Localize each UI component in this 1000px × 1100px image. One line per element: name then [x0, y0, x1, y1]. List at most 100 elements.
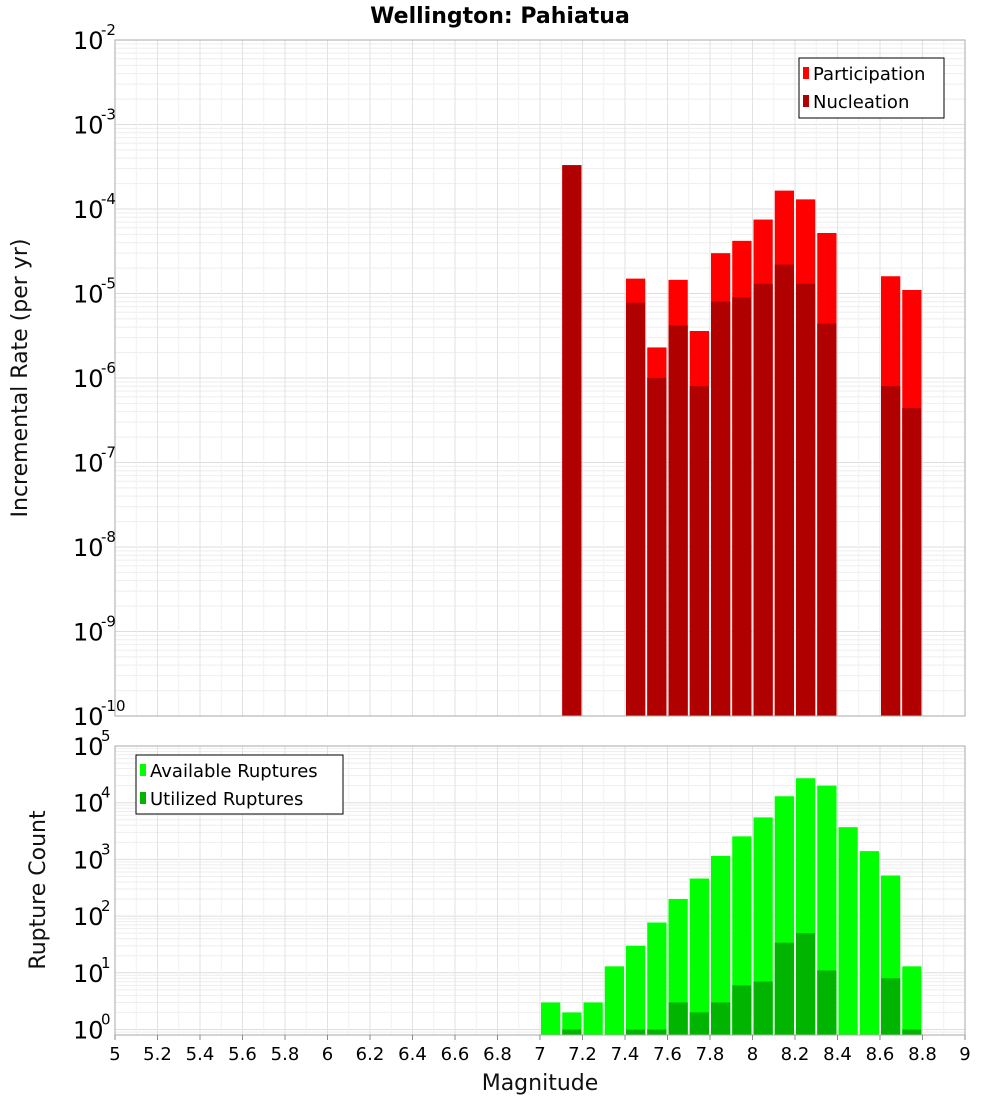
- legend-swatch-participation: [803, 67, 809, 79]
- count-bar-primary: Available Ruptures M7.6: 200: [668, 899, 688, 1035]
- top-legend-box: [798, 57, 945, 119]
- rate-bar-secondary: Nucleation M8.7: 4.4e-7: [902, 408, 922, 716]
- x-tick-label: 5.2: [143, 1044, 172, 1065]
- chart-title: Wellington: Pahiatua: [370, 4, 630, 29]
- count-bar-secondary: Utilized Ruptures M8.6: 8: [881, 978, 901, 1035]
- legend-label-nucleation: Nucleation: [813, 92, 909, 113]
- x-axis-label: Magnitude: [482, 1071, 599, 1096]
- rate-bar-secondary: Nucleation M7.8: 0.000008: [711, 301, 731, 716]
- count-bar-primary: Available Ruptures M7: 3: [541, 1002, 561, 1035]
- rate-bar-secondary: Nucleation M8.3: 0.0000044: [817, 323, 837, 716]
- y-tick-exponent: -4: [101, 190, 116, 208]
- count-bar-primary: Available Ruptures M7.2: 3: [583, 1002, 603, 1035]
- x-tick-label: 8.6: [866, 1044, 895, 1065]
- x-tick-label: 7.6: [653, 1044, 682, 1065]
- x-tick-label: 9: [959, 1044, 970, 1065]
- y-tick-label: 10: [73, 534, 104, 562]
- count-bar-primary: Available Ruptures M7.4: 30: [626, 945, 646, 1035]
- x-tick-label: 8.4: [823, 1044, 852, 1065]
- legend-label-participation: Participation: [813, 64, 925, 85]
- count-bar-primary: Available Ruptures M8.4: 3700: [838, 827, 858, 1035]
- x-tick-label: 6.2: [356, 1044, 385, 1065]
- y-tick-exponent: 2: [101, 897, 111, 915]
- legend-label-available: Available Ruptures: [150, 761, 318, 782]
- count-bar-primary: Available Ruptures M8.5: 1400: [859, 851, 879, 1035]
- x-tick-label: 5: [109, 1044, 120, 1065]
- y-tick-label: 10: [73, 450, 104, 478]
- x-tick-label: 7: [534, 1044, 545, 1065]
- top-y-axis-label: Incremental Rate (per yr): [8, 239, 33, 518]
- x-tick-label: 5.4: [186, 1044, 215, 1065]
- x-tick-label: 8: [747, 1044, 758, 1065]
- bottom-legend: Available Ruptures Utilized Ruptures: [135, 754, 344, 815]
- y-tick-label: 10: [73, 365, 104, 393]
- count-bar-primary: Available Ruptures M8: 5500: [753, 817, 773, 1035]
- y-tick-exponent: -2: [101, 21, 116, 39]
- y-tick-exponent: -6: [101, 359, 116, 377]
- x-tick-label: 6.4: [398, 1044, 427, 1065]
- count-bar-secondary: Utilized Ruptures M8.3: 11: [817, 970, 837, 1035]
- x-tick-label: 5.8: [271, 1044, 300, 1065]
- count-bar-primary: Available Ruptures M7.1: 2: [562, 1012, 582, 1035]
- count-bar-secondary: Utilized Ruptures M8.1: 34: [774, 942, 794, 1035]
- bottom-bars: Available Ruptures M7: 3Available Ruptur…: [541, 778, 922, 1035]
- rate-bar-secondary: Nucleation M7.7: 8e-7: [689, 386, 709, 716]
- y-tick-exponent: 4: [101, 784, 111, 802]
- x-tick-label: 7.8: [696, 1044, 725, 1065]
- top-bars: Participation M7.1: 0.00033Participation…: [562, 165, 922, 717]
- x-tick-label: 6.8: [483, 1044, 512, 1065]
- y-tick-exponent: -5: [101, 275, 116, 293]
- y-tick-exponent: 3: [101, 840, 111, 858]
- y-tick-exponent: 1: [101, 954, 111, 972]
- y-tick-exponent: -7: [101, 444, 116, 462]
- legend-swatch-utilized: [140, 792, 146, 804]
- rate-bar-secondary: Nucleation M7.9: 0.000009: [732, 297, 752, 716]
- x-tick-label: 7.2: [568, 1044, 597, 1065]
- y-tick-exponent: -9: [101, 613, 116, 631]
- y-tick-label: 10: [73, 903, 104, 931]
- count-bar-secondary: Utilized Ruptures M7.5: 1: [647, 1029, 667, 1035]
- y-tick-label: 10: [73, 619, 104, 647]
- count-bar-secondary: Utilized Ruptures M7.6: 3: [668, 1002, 688, 1035]
- rate-bar-secondary: Nucleation M7.4: 0.0000078: [626, 302, 646, 716]
- legend-swatch-available: [140, 764, 146, 776]
- x-tick-label: 5.6: [228, 1044, 257, 1065]
- y-tick-exponent: -8: [101, 528, 116, 546]
- x-tick-label: 8.2: [781, 1044, 810, 1065]
- rate-bar-secondary: Nucleation M8.1: 0.000022: [774, 264, 794, 716]
- y-tick-label: 10: [73, 733, 104, 761]
- count-bar-secondary: Utilized Ruptures M8: 7: [753, 981, 773, 1035]
- y-tick-label: 10: [73, 703, 104, 731]
- x-tick-label: 6.6: [441, 1044, 470, 1065]
- count-bar-secondary: Utilized Ruptures M7.7: 2: [689, 1012, 709, 1035]
- bottom-y-axis-label: Rupture Count: [26, 810, 51, 970]
- rate-bar-secondary: Nucleation M8: 0.000013: [753, 283, 773, 716]
- bottom-legend-box: [135, 754, 344, 815]
- count-bar-secondary: Utilized Ruptures M8.2: 50: [796, 933, 816, 1035]
- y-tick-label: 10: [73, 846, 104, 874]
- y-tick-exponent: -10: [101, 697, 126, 715]
- count-bar-secondary: Utilized Ruptures M7.8: 3: [711, 1002, 731, 1035]
- top-plot-frame: [114, 39, 966, 717]
- y-tick-label: 10: [73, 790, 104, 818]
- y-tick-label: 10: [73, 960, 104, 988]
- count-bar-primary: Available Ruptures M7.9: 2550: [732, 836, 752, 1035]
- x-tick-label: 6: [322, 1044, 333, 1065]
- count-bar-secondary: Utilized Ruptures M7.9: 6: [732, 985, 752, 1035]
- y-tick-exponent: -3: [101, 106, 116, 124]
- y-tick-label: 10: [73, 196, 104, 224]
- count-bar-primary: Available Ruptures M8.7: 13: [902, 966, 922, 1035]
- legend-label-utilized: Utilized Ruptures: [150, 789, 303, 810]
- count-bar-primary: Available Ruptures M7.3: 13: [604, 966, 624, 1035]
- y-tick-exponent: 0: [101, 1011, 111, 1029]
- legend-swatch-nucleation: [803, 95, 809, 107]
- count-bar-secondary: Utilized Ruptures M8.7: 1: [902, 1029, 922, 1035]
- top-grid: [114, 39, 966, 717]
- y-tick-label: 10: [73, 281, 104, 309]
- x-ticks: 5 5.2 5.4 5.6 5.8 6 6.2 6.4 6.6 6.8 7 7.2 7.4 7.6 7.8 8…: [109, 1035, 971, 1065]
- rate-bar-secondary: Nucleation M7.1: 0.00033: [562, 165, 582, 717]
- rate-bar-secondary: Nucleation M7.5: 0.000001: [647, 378, 667, 716]
